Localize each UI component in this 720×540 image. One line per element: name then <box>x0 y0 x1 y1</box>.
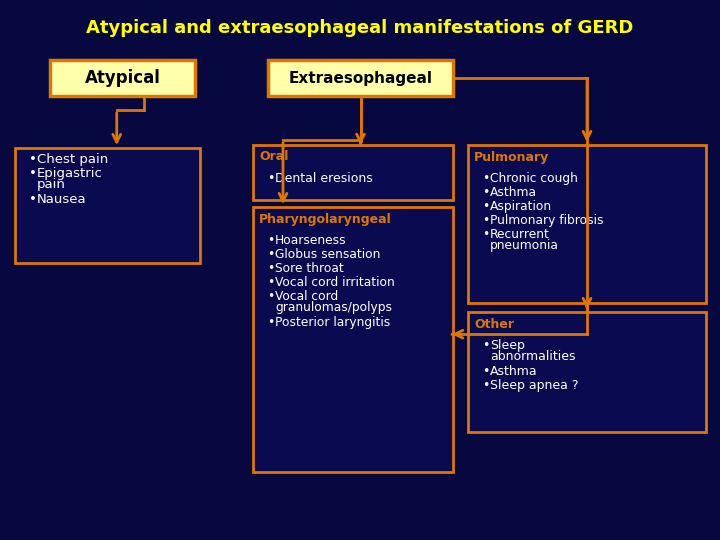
Text: •: • <box>482 379 490 392</box>
Text: Recurrent: Recurrent <box>490 228 550 241</box>
Bar <box>253 145 453 200</box>
Text: •: • <box>482 365 490 378</box>
Text: Dental eresions: Dental eresions <box>275 172 373 185</box>
Text: •: • <box>267 172 274 185</box>
Text: Vocal cord irritation: Vocal cord irritation <box>275 276 395 289</box>
Bar <box>468 312 706 432</box>
Text: •: • <box>267 290 274 303</box>
Text: Pulmonary: Pulmonary <box>474 151 549 164</box>
Text: •: • <box>267 276 274 289</box>
Text: •: • <box>482 186 490 199</box>
Bar <box>50 60 195 96</box>
Bar <box>268 60 453 96</box>
Text: Sore throat: Sore throat <box>275 262 343 275</box>
Text: Pharyngolaryngeal: Pharyngolaryngeal <box>259 213 392 226</box>
Text: •: • <box>482 339 490 352</box>
Text: Aspiration: Aspiration <box>490 200 552 213</box>
Text: Sleep apnea ?: Sleep apnea ? <box>490 379 578 392</box>
Text: •: • <box>29 153 37 166</box>
Text: Other: Other <box>474 318 514 330</box>
Text: Asthma: Asthma <box>490 186 537 199</box>
Text: Epigastric: Epigastric <box>37 167 103 180</box>
Text: •: • <box>482 172 490 185</box>
Text: abnormalities: abnormalities <box>490 350 575 363</box>
Text: pneumonia: pneumonia <box>490 239 559 252</box>
Text: pain: pain <box>37 178 66 191</box>
Text: Hoarseness: Hoarseness <box>275 234 346 247</box>
Text: Extraesophageal: Extraesophageal <box>289 71 433 85</box>
Text: Chest pain: Chest pain <box>37 153 108 166</box>
Text: •: • <box>267 248 274 261</box>
Text: Asthma: Asthma <box>490 365 538 378</box>
Text: •: • <box>482 200 490 213</box>
Text: •: • <box>29 193 37 206</box>
Text: granulomas/polyps: granulomas/polyps <box>275 301 392 314</box>
Bar <box>15 148 200 263</box>
Text: Atypical and extraesophageal manifestations of GERD: Atypical and extraesophageal manifestati… <box>86 19 634 37</box>
Text: Chronic cough: Chronic cough <box>490 172 578 185</box>
Text: Pulmonary fibrosis: Pulmonary fibrosis <box>490 214 603 227</box>
Text: Nausea: Nausea <box>37 193 86 206</box>
Text: •: • <box>29 167 37 180</box>
Bar <box>253 207 453 472</box>
Text: Posterior laryngitis: Posterior laryngitis <box>275 316 390 329</box>
Text: Sleep: Sleep <box>490 339 525 352</box>
Text: Vocal cord: Vocal cord <box>275 290 338 303</box>
Text: •: • <box>267 234 274 247</box>
Text: •: • <box>482 214 490 227</box>
Text: •: • <box>267 262 274 275</box>
Text: Oral: Oral <box>259 151 289 164</box>
Text: •: • <box>267 316 274 329</box>
Text: •: • <box>482 228 490 241</box>
Text: Atypical: Atypical <box>84 69 161 87</box>
Text: Globus sensation: Globus sensation <box>275 248 380 261</box>
Bar <box>468 145 706 303</box>
